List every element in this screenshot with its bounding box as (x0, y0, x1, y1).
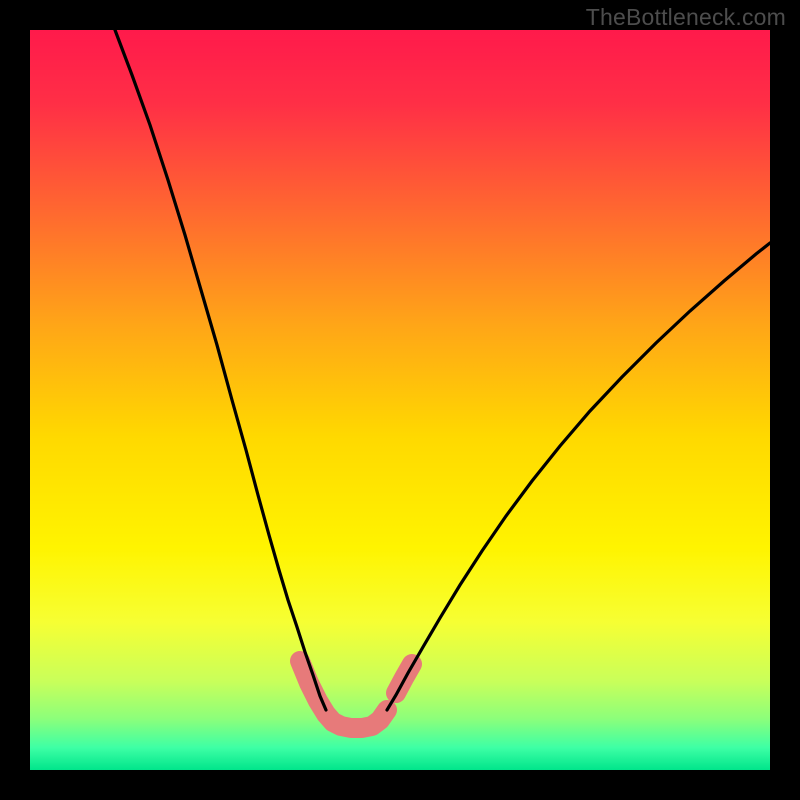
curve-left (115, 30, 326, 710)
chart-svg (0, 0, 800, 800)
curve-right (387, 243, 770, 710)
